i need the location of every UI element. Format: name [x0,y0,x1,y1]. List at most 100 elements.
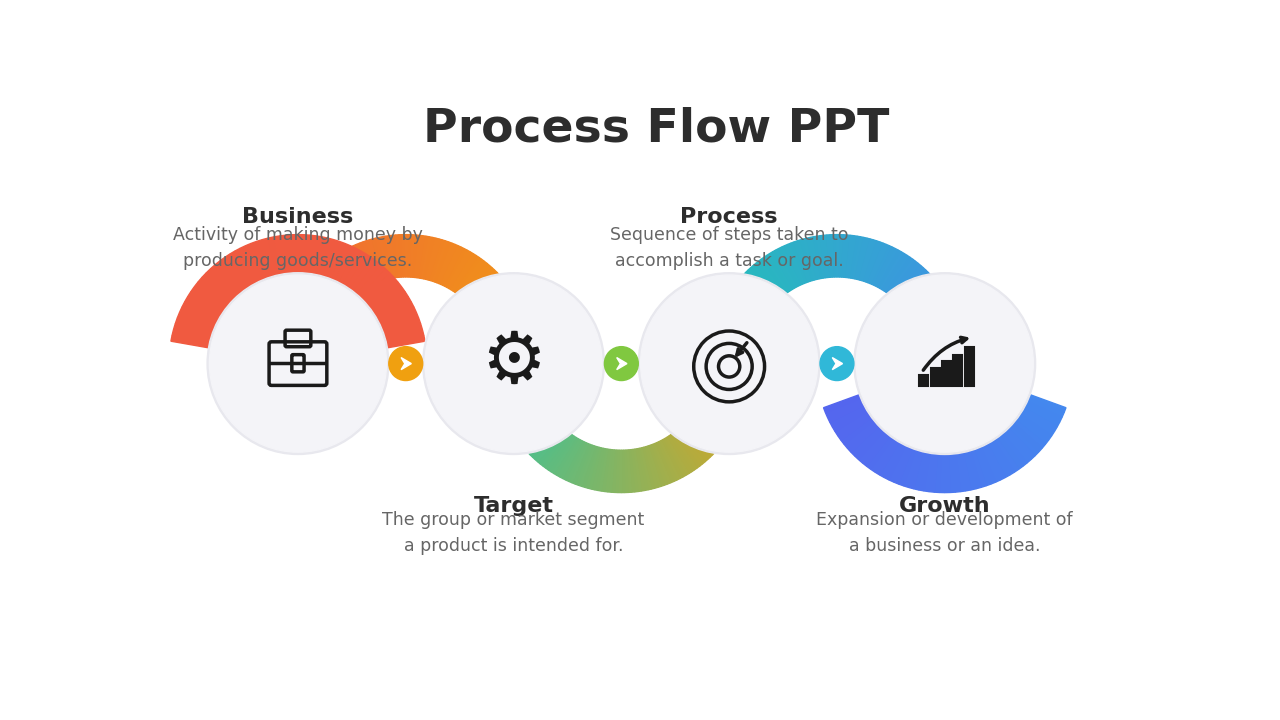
Wedge shape [392,235,399,277]
Wedge shape [708,354,750,359]
Wedge shape [288,308,328,328]
Wedge shape [628,450,635,492]
Wedge shape [659,441,680,480]
Wedge shape [276,360,319,364]
Wedge shape [198,277,233,309]
Wedge shape [979,441,1001,482]
Wedge shape [532,426,563,459]
Wedge shape [490,337,532,348]
Wedge shape [863,431,892,466]
Wedge shape [707,379,749,390]
Wedge shape [572,444,590,484]
Wedge shape [502,397,543,416]
Wedge shape [297,291,334,316]
Wedge shape [344,248,366,287]
Wedge shape [517,415,553,442]
Wedge shape [545,433,572,470]
Wedge shape [182,302,221,325]
Wedge shape [579,445,595,486]
Wedge shape [402,235,406,277]
Bar [919,374,928,386]
Wedge shape [330,257,357,294]
Wedge shape [447,251,470,289]
Wedge shape [492,343,534,352]
Wedge shape [442,246,461,285]
Circle shape [856,275,1033,452]
Wedge shape [598,449,608,491]
Wedge shape [486,314,526,333]
Wedge shape [623,450,628,492]
Wedge shape [1010,418,1046,449]
Wedge shape [462,266,492,300]
Wedge shape [707,375,749,384]
Wedge shape [453,256,479,292]
Text: Sequence of steps taken to
accomplish a task or goal.: Sequence of steps taken to accomplish a … [609,226,849,270]
Wedge shape [918,318,959,335]
Wedge shape [769,252,794,289]
Wedge shape [850,236,860,279]
Text: The group or market segment
a product is intended for.: The group or market segment a product is… [383,510,645,555]
Wedge shape [493,357,535,361]
Wedge shape [997,431,1027,466]
Text: Process: Process [681,207,778,228]
Wedge shape [992,435,1019,472]
Wedge shape [847,420,882,452]
Wedge shape [604,449,612,492]
Wedge shape [575,444,593,485]
Circle shape [207,273,389,454]
Wedge shape [296,293,333,318]
Wedge shape [467,272,499,304]
Wedge shape [581,446,596,487]
Wedge shape [632,449,641,492]
Wedge shape [383,236,392,279]
Wedge shape [439,245,458,284]
Wedge shape [512,409,549,434]
Wedge shape [713,327,754,341]
Wedge shape [333,256,358,292]
Wedge shape [654,443,673,482]
Wedge shape [695,407,733,431]
Wedge shape [703,390,744,407]
Polygon shape [401,358,411,369]
Wedge shape [909,446,924,489]
Wedge shape [426,238,439,280]
Wedge shape [969,446,986,487]
Wedge shape [717,314,756,333]
Wedge shape [493,373,535,380]
Wedge shape [677,428,708,462]
Wedge shape [454,257,481,294]
Wedge shape [481,299,520,323]
Wedge shape [492,340,534,350]
Wedge shape [657,442,677,482]
Wedge shape [650,444,668,485]
Wedge shape [746,270,777,302]
Wedge shape [188,292,227,318]
Wedge shape [709,340,751,350]
Wedge shape [721,305,760,326]
Wedge shape [952,449,960,492]
Wedge shape [759,259,786,295]
Wedge shape [703,392,742,410]
Wedge shape [376,307,416,329]
Wedge shape [705,382,748,394]
Polygon shape [617,358,627,369]
Wedge shape [719,308,759,328]
Wedge shape [527,423,561,455]
Text: Expansion or development of
a business or an idea.: Expansion or development of a business o… [817,510,1073,555]
Wedge shape [483,305,522,326]
Wedge shape [461,264,489,298]
Wedge shape [278,350,320,357]
Wedge shape [934,450,941,492]
Wedge shape [497,386,539,400]
Circle shape [604,346,639,381]
Wedge shape [351,261,381,297]
Wedge shape [357,269,389,302]
Wedge shape [351,246,370,285]
Wedge shape [794,241,810,282]
Wedge shape [864,241,881,282]
Wedge shape [731,288,767,315]
Wedge shape [891,264,920,298]
Wedge shape [849,235,858,278]
Wedge shape [333,246,356,286]
Wedge shape [708,368,750,374]
